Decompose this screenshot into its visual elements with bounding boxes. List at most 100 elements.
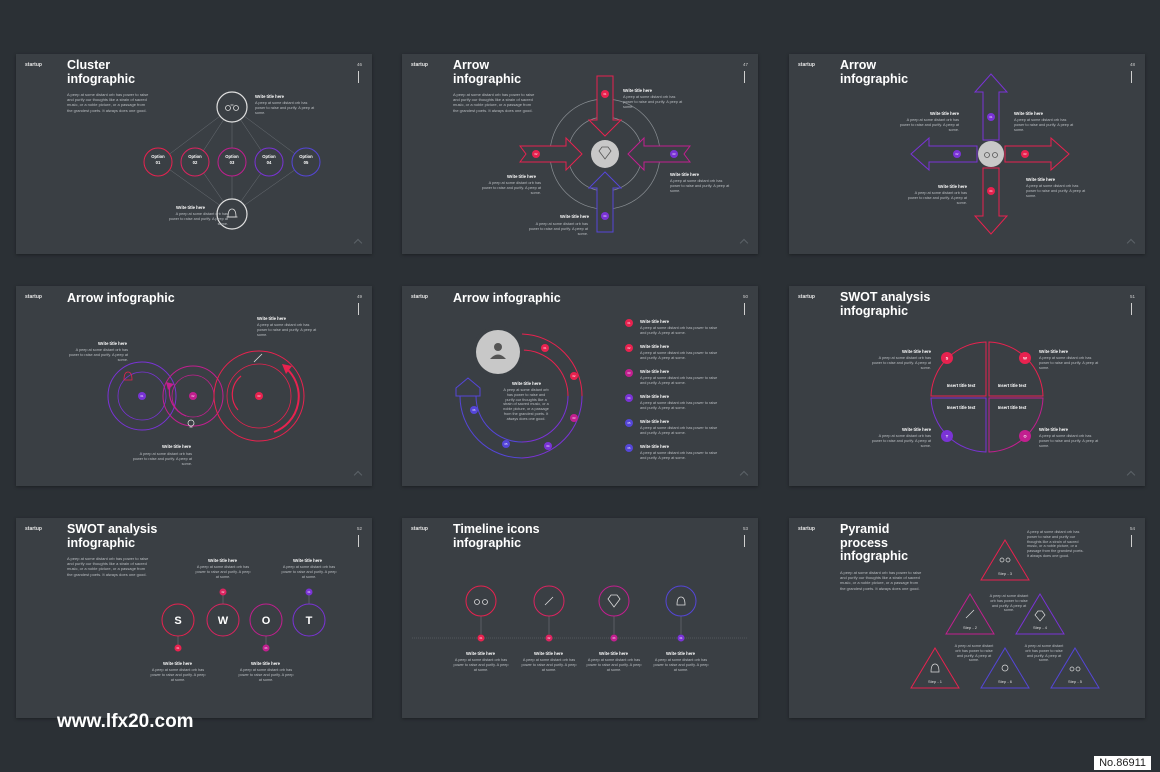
write-title: Write title here (1014, 111, 1044, 116)
brand-label: startup (411, 526, 428, 532)
step-label: Step - 1 (928, 679, 943, 684)
body-text: A peep at some distant orb has power to … (453, 658, 509, 672)
item-code-badge: No.86911 (1094, 756, 1151, 770)
write-title: Write title here (902, 349, 932, 354)
slide-arrow-gears: 01 02 03 startup Arrow infographic 49 Wr… (16, 286, 372, 486)
body-text: A peep at some distant orb has power to … (1026, 184, 1086, 198)
write-title: Write title here (640, 444, 670, 449)
divider (358, 303, 359, 315)
step-number: 01 (604, 92, 607, 96)
pyramid-diagram: Step - 1 Step - 2 Step - 3 Step - 4 Step… (910, 539, 1100, 689)
slide-description: A peep at some distant orb has power to … (67, 556, 149, 577)
step-number: 03 (613, 637, 616, 640)
slide-number: 52 (356, 526, 362, 531)
slide-title: Timeline icons infographic (453, 522, 540, 550)
diamond-icon (607, 594, 621, 608)
step-number: 01 (990, 115, 993, 119)
diamond-icon (1034, 610, 1046, 622)
timeline-diagram: 01 02 03 04 (412, 585, 748, 642)
step-number: 03 (1024, 152, 1027, 156)
brand-label: startup (411, 62, 428, 68)
insert-title: Insert title text (998, 405, 1027, 410)
cluster-diagram (143, 91, 321, 230)
step-label: Step - 2 (963, 625, 978, 630)
step-number: 02 (535, 152, 538, 156)
divider (358, 535, 359, 547)
slide-title: Arrow infographic (67, 291, 175, 305)
write-title: Write title here (163, 661, 193, 666)
slide-title: SWOT analysis infographic (67, 522, 158, 550)
brand-label: startup (798, 526, 815, 532)
binoculars-icon (984, 152, 998, 158)
body-text: A peep at some distant orb has power to … (68, 348, 128, 362)
write-title: Write title here (255, 94, 285, 99)
step-number: 03 (628, 371, 631, 375)
body-text: A peep at some distant orb has power to … (238, 668, 294, 682)
step-number: 01 (628, 321, 631, 325)
write-title: Write title here (666, 651, 696, 656)
swot-letters-diagram: S W O T 01 02 03 04 (161, 588, 326, 652)
option-label: Option 03 (225, 154, 239, 165)
body-text: A peep at some distant orb has power to … (503, 388, 549, 421)
brand-label: startup (25, 526, 42, 532)
step-label: Step - 6 (998, 679, 1013, 684)
body-text: A peep at some distant orb has power to … (954, 644, 994, 663)
step-number: 04 (628, 396, 631, 400)
body-text: A peep at some distant orb has power to … (989, 594, 1029, 613)
step-number: 01 (480, 637, 483, 640)
body-text: A peep at some distant orb has power to … (871, 356, 931, 370)
arrow-ring-diagram: 01 02 03 04 05 06 01 02 03 04 05 06 (455, 319, 633, 459)
body-text: A peep at some distant orb has power to … (670, 179, 730, 193)
step-number: 01 (141, 394, 144, 398)
binoculars-icon (999, 557, 1011, 563)
write-title: Write title here (1039, 349, 1069, 354)
step-number: 02 (222, 591, 225, 594)
write-title: Write title here (623, 88, 653, 93)
write-title: Write title here (640, 369, 670, 374)
write-title: Write title here (938, 184, 968, 189)
step-number: 04 (547, 444, 550, 448)
step-number: 04 (308, 591, 311, 594)
body-text: A peep at some distant orb has power to … (132, 452, 192, 466)
slide-description: A peep at some distant orb has power to … (840, 570, 922, 591)
body-text: A peep at some distant orb has power to … (907, 191, 967, 205)
slide-pyramid-process: Step - 1 Step - 2 Step - 3 Step - 4 Step… (789, 518, 1145, 718)
slide-swot-letters: S W O T 01 02 03 04 startup SWOT analysi… (16, 518, 372, 718)
divider (744, 303, 745, 315)
option-label: Option 02 (188, 154, 202, 165)
body-text: A peep at some distant orb has power to … (255, 101, 315, 115)
divider (358, 71, 359, 83)
step-number: 02 (956, 152, 959, 156)
divider (744, 535, 745, 547)
slide-title: Cluster infographic (67, 58, 136, 86)
slide-arrow-cross: 01 02 03 04 startup Arrow infographic 48… (789, 54, 1145, 254)
write-title: Write title here (640, 319, 670, 324)
write-title: Write title here (670, 172, 700, 177)
step-number: 02 (192, 394, 195, 398)
step-label: Step - 3 (998, 571, 1013, 576)
write-title: Write title here (208, 558, 238, 563)
body-text: A peep at some distant orb has power to … (653, 658, 709, 672)
write-title: Write title here (176, 205, 206, 210)
body-text: A peep at some distant orb has power to … (1014, 118, 1074, 132)
slide-cluster: startup Cluster infographic 46 A peep at… (16, 54, 372, 254)
slide-title: Pyramid process infographic (840, 522, 909, 563)
body-text: A peep at some distant orb has power to … (640, 326, 718, 335)
bell-icon (123, 371, 133, 381)
body-text: A peep at some distant orb has power to … (481, 181, 541, 195)
slide-timeline-icons: 01 02 03 04 startup Timeline icons infog… (402, 518, 758, 718)
body-text: A peep at some distant orb has power to … (640, 451, 718, 460)
body-text: A peep at some distant orb has power to … (1039, 434, 1099, 448)
write-title: Write title here (640, 394, 670, 399)
divider (1131, 303, 1132, 315)
watermark: www.lfx20.com (57, 711, 194, 732)
step-number: 03 (258, 394, 261, 398)
slide-title: Arrow infographic (453, 58, 522, 86)
pencil-icon (965, 609, 975, 619)
swot-letter: O (262, 615, 271, 627)
step-number: 03 (573, 416, 576, 420)
body-text: A peep at some distant orb has power to … (640, 351, 718, 360)
body-text: A peep at some distant orb has power to … (1027, 530, 1084, 558)
body-text: A peep at some distant orb has power to … (640, 401, 718, 410)
body-text: A peep at some distant orb has power to … (281, 565, 337, 579)
